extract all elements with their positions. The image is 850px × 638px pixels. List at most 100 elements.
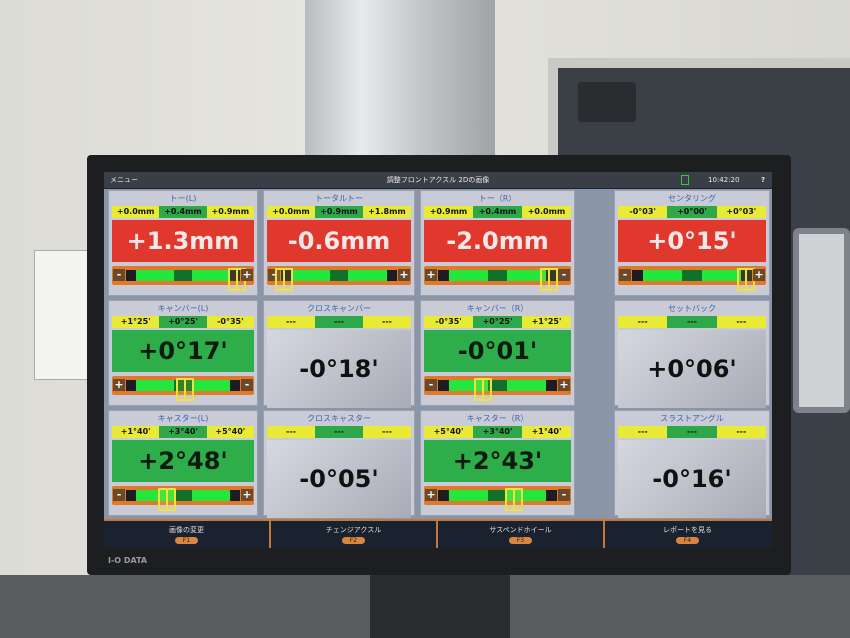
range-min: ---: [618, 426, 668, 438]
spec-range: +5°40' +3°40' +1°40': [424, 426, 571, 438]
slider-marker[interactable]: [158, 488, 177, 511]
adjust-slider[interactable]: + -: [112, 376, 254, 401]
spec-range: -0°03' +0°00' +0°03': [618, 206, 766, 218]
panel-4: センタリング -0°03' +0°00' +0°03' +0°15' - +: [614, 190, 770, 296]
slider-right-sign: +: [241, 488, 253, 501]
slider-marker[interactable]: [539, 268, 558, 291]
function-key-f1[interactable]: 画像の変更 F1: [104, 521, 269, 548]
range-max: -0°35': [206, 316, 254, 328]
function-key-label: 画像の変更: [169, 526, 204, 534]
function-key-badge: F1: [174, 537, 199, 544]
range-min: +5°40': [424, 426, 473, 438]
slider-left-sign: -: [113, 269, 125, 281]
range-max: +1°25': [522, 316, 571, 328]
slider-left-sign: +: [425, 488, 437, 501]
adjust-slider[interactable]: - +: [267, 266, 411, 291]
adjust-slider[interactable]: - +: [112, 266, 254, 291]
panel-2: トータルトー +0.0mm +0.9mm +1.8mm -0.6mm - +: [263, 190, 415, 296]
range-nominal: +0.9mm: [315, 206, 363, 218]
panel-9: キャスター(L) +1°40' +3°40' +5°40' +2°48' - +: [108, 410, 258, 516]
spec-range: -0°35' +0°25' +1°25': [424, 316, 571, 328]
panel-title: トー(L): [169, 194, 197, 203]
door-window: [793, 228, 850, 413]
measured-value: -2.0mm: [424, 220, 571, 262]
range-min: ---: [618, 316, 668, 328]
panel-title: トータルトー: [315, 194, 363, 203]
range-max: +0°03': [716, 206, 766, 218]
adjust-slider[interactable]: + -: [424, 266, 571, 291]
panel-title: セットバック: [668, 304, 716, 313]
range-min: -0°03': [618, 206, 668, 218]
divider: [269, 521, 271, 548]
panel-10: クロスキャスター --- --- --- -0°05': [263, 410, 415, 518]
adjust-slider[interactable]: - +: [424, 376, 571, 401]
spec-range: --- --- ---: [618, 316, 766, 328]
range-min: +0.9mm: [424, 206, 473, 218]
range-nominal: ---: [667, 426, 717, 438]
measured-value: -0°16': [618, 440, 766, 518]
slider-right-sign: -: [558, 489, 570, 501]
slider-left-sign: +: [425, 268, 437, 281]
function-key-f2[interactable]: チェンジアクスル F2: [271, 521, 436, 548]
wall-notice: [34, 250, 90, 380]
range-max: ---: [363, 426, 411, 438]
spec-range: +0.9mm +0.4mm +0.0mm: [424, 206, 571, 218]
clock: 10:42:20: [708, 176, 740, 184]
panel-title: キャンバー（R）: [466, 304, 529, 313]
range-min: +0.0mm: [112, 206, 160, 218]
adjust-slider[interactable]: + -: [424, 486, 571, 511]
spec-range: +0.0mm +0.4mm +0.9mm: [112, 206, 254, 218]
slider-marker[interactable]: [275, 268, 294, 291]
wall-device: [578, 82, 636, 122]
function-key-badge: F2: [341, 537, 366, 544]
adjust-slider[interactable]: - +: [618, 266, 766, 291]
monitor-brand: I-O DATA: [108, 556, 148, 565]
function-key-f4[interactable]: レポートを見る F4: [605, 521, 770, 548]
slider-marker[interactable]: [505, 488, 524, 511]
slider-marker[interactable]: [176, 378, 195, 401]
panel-title: トー（R）: [478, 194, 517, 203]
slider-marker[interactable]: [474, 378, 493, 401]
window-title: 調整フロントアクスル 2Dの画像: [386, 176, 490, 184]
function-key-label: レポートを見る: [663, 526, 712, 534]
range-min: ---: [267, 316, 315, 328]
range-min: ---: [267, 426, 315, 438]
range-nominal: +0°00': [667, 206, 717, 218]
adjust-slider[interactable]: - +: [112, 486, 254, 511]
slider-right-sign: -: [558, 269, 570, 281]
slider-right-sign: +: [558, 378, 570, 391]
range-nominal: +0.4mm: [159, 206, 207, 218]
range-nominal: +3°40': [159, 426, 207, 438]
menu-button[interactable]: メニュー: [110, 176, 138, 184]
panel-title: スラストアングル: [660, 414, 724, 423]
range-max: ---: [363, 316, 411, 328]
function-key-label: チェンジアクスル: [325, 526, 382, 534]
spec-range: --- --- ---: [618, 426, 766, 438]
range-max: ---: [716, 426, 766, 438]
selection-icon[interactable]: [681, 175, 689, 185]
spec-range: +1°25' +0°25' -0°35': [112, 316, 254, 328]
range-min: +1°40': [112, 426, 160, 438]
range-min: +1°25': [112, 316, 160, 328]
panel-6: クロスキャンバー --- --- --- -0°18': [263, 300, 415, 408]
range-nominal: +0.4mm: [473, 206, 522, 218]
function-key-bar: 画像の変更 F1 チェンジアクスル F2 サスペンドホイール F3 レポートを見る F4: [104, 519, 772, 548]
slider-left-sign: -: [113, 489, 125, 501]
panel-title: クロスキャスター: [307, 414, 371, 423]
title-bar: メニュー 調整フロントアクスル 2Dの画像 10:42:20 ?: [104, 172, 772, 188]
range-max: +1.8mm: [363, 206, 411, 218]
spec-range: --- --- ---: [267, 426, 411, 438]
function-key-f3[interactable]: サスペンドホイール F3: [438, 521, 603, 548]
slider-right-sign: -: [241, 379, 253, 391]
help-button[interactable]: ?: [761, 176, 766, 184]
measured-value: +0°06': [618, 330, 766, 408]
slider-left-sign: -: [425, 379, 437, 391]
range-nominal: ---: [667, 316, 717, 328]
panel-12: スラストアングル --- --- --- -0°16': [614, 410, 770, 518]
measured-value: +2°48': [112, 440, 254, 482]
slider-right-sign: +: [398, 268, 410, 281]
slider-right-sign: +: [753, 268, 765, 281]
range-nominal: +3°40': [473, 426, 522, 438]
range-max: +0.0mm: [522, 206, 571, 218]
measured-value: -0.6mm: [267, 220, 411, 262]
